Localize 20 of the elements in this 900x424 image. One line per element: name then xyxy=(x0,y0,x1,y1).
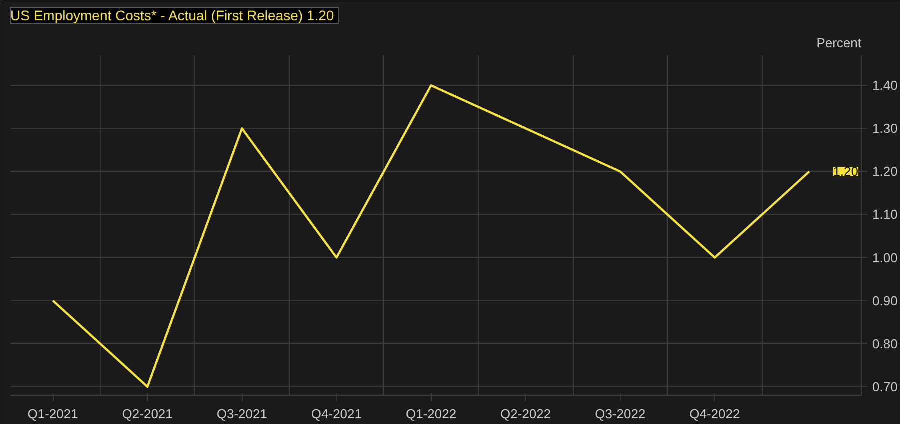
y-tick-label: 0.80 xyxy=(872,336,898,352)
y-tick-label: 1.00 xyxy=(872,250,898,266)
data-label: 1.20 xyxy=(833,164,859,180)
x-tick-label: Q4-2021 xyxy=(311,406,362,422)
y-tick-label: 1.40 xyxy=(872,78,898,94)
x-tick-label: Q2-2022 xyxy=(500,406,552,422)
y-tick-label: 1.30 xyxy=(872,121,898,136)
x-tick-label: Q1-2022 xyxy=(406,406,457,422)
x-tick-label: Q1-2021 xyxy=(28,406,78,422)
y-tick-label: 0.70 xyxy=(872,379,898,394)
chart-title: US Employment Costs* - Actual (First Release) 1.20 xyxy=(10,8,334,24)
x-tick-label: Q2-2021 xyxy=(122,406,173,422)
y-axis-title: Percent xyxy=(816,36,862,50)
x-tick-label: Q3-2022 xyxy=(595,406,646,422)
y-tick-label: 0.90 xyxy=(872,293,898,308)
y-tick-label: 1.20 xyxy=(872,164,898,180)
line-series xyxy=(52,84,811,388)
x-tick-label: Q3-2021 xyxy=(216,406,268,422)
x-tick-label: Q4-2022 xyxy=(690,406,740,422)
y-tick-label: 1.10 xyxy=(872,207,898,222)
